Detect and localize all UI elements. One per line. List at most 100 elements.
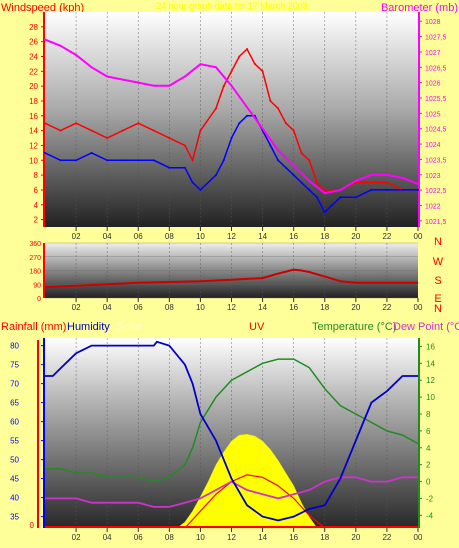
data-point (354, 179, 357, 182)
data-point (284, 166, 287, 169)
barometer-tick-label: 1023 (425, 173, 441, 180)
temperature-tick-label: 14 (426, 359, 435, 368)
data-point (385, 188, 388, 191)
mid-x-tick-label: 10 (196, 303, 205, 312)
temperature-tick-label: 2 (426, 461, 431, 470)
barometer-tick-label: 1021,5 (425, 219, 447, 226)
temperature-tick-label: 10 (426, 393, 435, 402)
data-point (214, 174, 217, 177)
data-point (183, 166, 186, 169)
windspeed-tick-label: 24 (29, 52, 38, 61)
data-point (331, 203, 334, 206)
windspeed-axis: 28 26 24 22 20 18 16 14 12 10 8 6 4 2 (29, 12, 45, 227)
data-point (269, 99, 272, 102)
compass-label: E (434, 293, 441, 305)
temperature-tick-label: 6 (426, 427, 431, 436)
bot-x-tick-label: 22 (382, 533, 391, 542)
data-point (261, 127, 264, 130)
top-x-tick-label: 22 (382, 232, 391, 241)
data-point (277, 107, 280, 110)
data-point (44, 38, 46, 41)
top-x-tick-label: 20 (351, 232, 360, 241)
data-point (292, 129, 295, 132)
data-point (308, 159, 311, 162)
data-point (300, 151, 303, 154)
temperature-axis: 16 14 12 10 8 6 4 2 0 -2 -4 (418, 338, 435, 528)
mid-x-tick-label: 14 (258, 303, 267, 312)
temperature-tick-label: -2 (426, 494, 434, 503)
top-x-tick-label: 06 (134, 232, 143, 241)
series-average (44, 114, 419, 214)
temperature-label: Temperature (°C) (312, 321, 396, 333)
data-point (308, 188, 311, 191)
windspeed-tick-label: 14 (29, 127, 38, 136)
data-point (417, 183, 419, 185)
temperature-tick-label: 12 (426, 376, 435, 385)
data-point (75, 159, 78, 162)
data-point (269, 144, 272, 147)
data-point (417, 188, 419, 191)
bot-x-tick-label: 04 (103, 533, 112, 542)
barometer-tick-label: 1024 (425, 142, 441, 149)
windspeed-tick-label: 20 (29, 82, 38, 91)
data-point (339, 196, 342, 199)
data-point (183, 144, 186, 147)
data-point (385, 173, 388, 176)
top-x-tick-label: 18 (320, 232, 329, 241)
barometer-tick-label: 1025,5 (425, 96, 447, 103)
windspeed-tick-label: 8 (34, 171, 39, 180)
series-barometer (44, 38, 419, 195)
data-point (277, 159, 280, 162)
data-point (106, 137, 109, 140)
barometer-tick-label: 1027 (425, 50, 441, 57)
temperature-tick-label: 8 (426, 410, 431, 419)
bot-x-tick-label: 10 (196, 533, 205, 542)
mid-x-tick-label: 08 (165, 303, 174, 312)
barometer-tick-label: 1022,5 (425, 188, 447, 195)
solar-area (176, 434, 318, 529)
compass-label: S (434, 275, 441, 287)
temperature-tick-label: -4 (426, 511, 434, 520)
humidity-tick-label: 40 (10, 494, 19, 503)
uv-line (184, 474, 326, 529)
data-point (199, 188, 202, 191)
direction-time-axis: 02 04 06 08 10 12 14 16 18 20 22 00 (72, 298, 423, 312)
direction-tick-label: 270 (29, 255, 41, 262)
barometer-tick-label: 1028 (425, 19, 441, 26)
humidity-tick-label: 50 (10, 456, 19, 465)
data-point (385, 181, 388, 184)
data-point (199, 129, 202, 132)
humidity-tick-label: 65 (10, 399, 19, 408)
top-x-tick-label: 02 (72, 232, 81, 241)
data-point (168, 166, 171, 169)
windspeed-title: Windspeed (kph) (1, 2, 84, 14)
windspeed-tick-label: 6 (34, 186, 39, 195)
data-point (75, 54, 78, 56)
top-x-tick-label: 04 (103, 232, 112, 241)
windspeed-tick-label: 18 (29, 97, 38, 106)
data-point (339, 189, 342, 192)
data-point (137, 159, 140, 162)
data-point (246, 106, 249, 109)
data-point (121, 129, 124, 132)
data-point (323, 188, 326, 191)
humidity-label: Humidity (67, 321, 110, 333)
temperature-tick-label: 0 (426, 478, 431, 487)
direction-tick-label: 180 (29, 269, 41, 276)
humidity-tick-label: 75 (10, 361, 19, 370)
bot-x-tick-label: 12 (227, 533, 236, 542)
bot-x-tick-label: 00 (414, 533, 423, 542)
data-point (152, 159, 155, 162)
barometer-tick-label: 1025 (425, 111, 441, 118)
data-point (308, 179, 311, 182)
data-point (300, 181, 303, 184)
rainfall-label: Rainfall (mm) (1, 321, 66, 333)
windspeed-tick-label: 16 (29, 112, 38, 121)
data-point (401, 188, 404, 191)
data-point (152, 129, 155, 132)
data-point (106, 159, 109, 162)
mid-x-tick-label: 22 (382, 303, 391, 312)
